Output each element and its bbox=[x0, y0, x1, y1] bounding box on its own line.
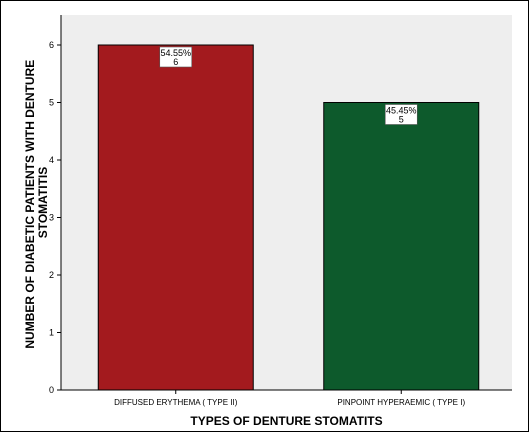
bar bbox=[97, 44, 254, 391]
data-label-count: 5 bbox=[399, 115, 404, 125]
y-tick-label: 2 bbox=[49, 270, 54, 280]
y-tick-label: 5 bbox=[49, 98, 54, 108]
x-category-label: PINPOINT HYPERAEMIC ( TYPE I) bbox=[337, 398, 465, 407]
data-label-percent: 45.45% bbox=[386, 106, 417, 116]
y-tick-label: 6 bbox=[49, 40, 54, 50]
y-tick-label: 4 bbox=[49, 155, 54, 165]
y-axis-title: NUMBER OF DIABETIC PATIENTS WITH DENTURE… bbox=[23, 56, 50, 348]
x-category-label: DIFFUSED ERYTHEMA ( TYPE II) bbox=[114, 398, 238, 407]
x-axis-category-labels: DIFFUSED ERYTHEMA ( TYPE II) PINPOINT HYP… bbox=[114, 390, 465, 407]
y-tick-label: 0 bbox=[49, 385, 54, 395]
x-axis-title: TYPES OF DENTURE STOMATITS bbox=[190, 414, 382, 428]
y-tick-label: 3 bbox=[49, 213, 54, 223]
bar bbox=[323, 102, 480, 391]
bars: 54.55%6 45.45%5 bbox=[97, 44, 480, 391]
data-label-percent: 54.55% bbox=[160, 48, 191, 58]
data-label-box bbox=[384, 104, 418, 125]
y-axis-title-line-2: STOMATITIS bbox=[36, 167, 50, 239]
data-label-box bbox=[159, 46, 193, 68]
y-axis-ticks: 0 1 2 3 4 5 6 bbox=[49, 40, 61, 395]
y-tick-label: 1 bbox=[49, 328, 54, 338]
data-label-count: 6 bbox=[173, 57, 178, 67]
y-axis-title-line-1: NUMBER OF DIABETIC PATIENTS WITH DENTURE bbox=[23, 60, 37, 349]
